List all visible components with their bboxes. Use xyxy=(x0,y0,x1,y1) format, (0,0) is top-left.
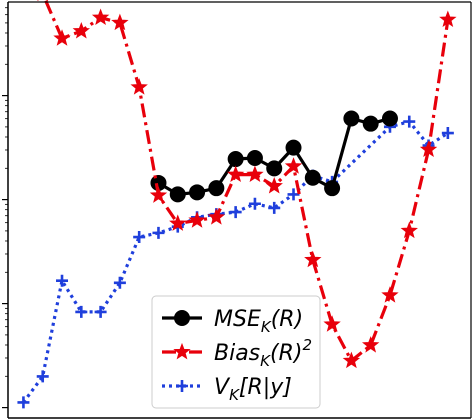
data-point-bias xyxy=(304,250,322,268)
legend-marker xyxy=(176,380,188,392)
data-point-bias xyxy=(72,21,90,39)
data-point-v xyxy=(36,370,49,383)
series-mse xyxy=(150,110,398,203)
data-point-mse xyxy=(266,160,283,177)
data-point-v xyxy=(268,201,281,214)
legend-label: VK[R|y] xyxy=(214,375,292,404)
data-point-bias xyxy=(91,8,110,25)
legend-marker xyxy=(173,342,191,360)
legend-entry-v: VK[R|y] xyxy=(162,375,292,404)
data-point-bias xyxy=(53,29,71,46)
data-point-mse xyxy=(285,139,302,156)
data-point-bias xyxy=(265,176,283,194)
data-point-bias xyxy=(188,211,206,228)
data-point-v xyxy=(248,197,261,210)
data-point-mse xyxy=(169,186,186,203)
data-point-v xyxy=(56,274,69,287)
data-point-bias xyxy=(419,140,438,158)
data-point-bias xyxy=(342,351,361,369)
data-point-mse xyxy=(189,184,206,201)
data-point-mse xyxy=(246,150,263,166)
data-point-bias xyxy=(130,78,148,95)
data-point-bias xyxy=(400,221,418,239)
data-point-bias xyxy=(226,165,245,183)
data-point-v xyxy=(17,396,30,409)
data-point-mse xyxy=(381,110,398,127)
data-point-v xyxy=(287,188,300,201)
data-point-bias xyxy=(149,186,168,203)
legend: MSEK(R)BiasK(R)2VK[R|y] xyxy=(151,295,321,409)
data-point-v xyxy=(94,305,107,318)
data-point-bias xyxy=(381,286,399,303)
series-bias xyxy=(18,0,457,369)
data-point-v xyxy=(113,276,126,289)
data-point-v xyxy=(441,127,454,140)
data-point-mse xyxy=(208,180,225,197)
data-point-mse xyxy=(227,151,244,168)
data-point-mse xyxy=(304,169,321,186)
data-point-v xyxy=(133,231,146,244)
legend-box xyxy=(151,295,321,409)
data-point-bias xyxy=(111,13,129,31)
data-point-v xyxy=(75,305,88,318)
data-point-bias xyxy=(169,214,187,231)
data-point-mse xyxy=(324,180,341,197)
data-point-bias xyxy=(361,336,380,353)
data-point-bias xyxy=(439,10,457,28)
data-point-v xyxy=(229,206,242,219)
legend-entry-mse: MSEK(R) xyxy=(162,307,303,336)
data-point-v xyxy=(403,115,416,128)
data-point-mse xyxy=(343,110,360,127)
legend-label: MSEK(R) xyxy=(214,307,303,336)
data-point-bias xyxy=(284,157,303,174)
data-point-bias xyxy=(207,208,226,225)
data-point-mse xyxy=(362,115,379,132)
legend-marker xyxy=(174,310,190,326)
data-point-bias xyxy=(246,165,264,183)
data-point-bias xyxy=(323,315,341,332)
data-point-v xyxy=(152,226,165,239)
